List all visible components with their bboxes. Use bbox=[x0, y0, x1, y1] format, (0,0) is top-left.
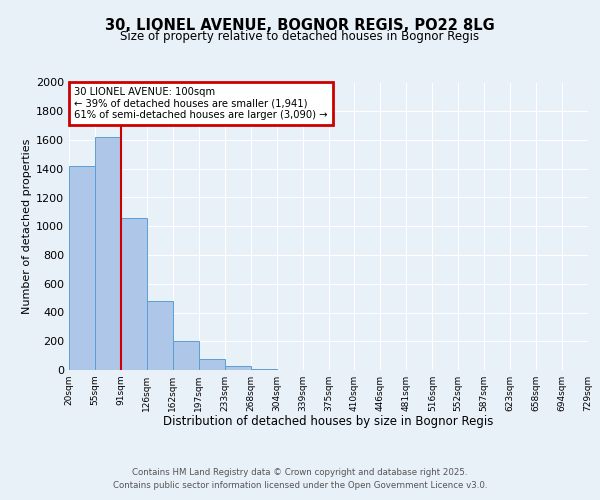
Text: 30 LIONEL AVENUE: 100sqm
← 39% of detached houses are smaller (1,941)
61% of sem: 30 LIONEL AVENUE: 100sqm ← 39% of detach… bbox=[74, 87, 328, 120]
Bar bbox=[199, 359, 224, 370]
Text: Size of property relative to detached houses in Bognor Regis: Size of property relative to detached ho… bbox=[121, 30, 479, 43]
Bar bbox=[69, 166, 95, 370]
X-axis label: Distribution of detached houses by size in Bognor Regis: Distribution of detached houses by size … bbox=[163, 416, 494, 428]
Bar bbox=[173, 340, 199, 370]
Text: Contains HM Land Registry data © Crown copyright and database right 2025.: Contains HM Land Registry data © Crown c… bbox=[132, 468, 468, 477]
Text: 30, LIONEL AVENUE, BOGNOR REGIS, PO22 8LG: 30, LIONEL AVENUE, BOGNOR REGIS, PO22 8L… bbox=[105, 18, 495, 32]
Y-axis label: Number of detached properties: Number of detached properties bbox=[22, 138, 32, 314]
Text: Contains public sector information licensed under the Open Government Licence v3: Contains public sector information licen… bbox=[113, 480, 487, 490]
Bar bbox=[147, 301, 173, 370]
Bar bbox=[225, 366, 251, 370]
Bar bbox=[121, 218, 147, 370]
Bar bbox=[95, 137, 121, 370]
